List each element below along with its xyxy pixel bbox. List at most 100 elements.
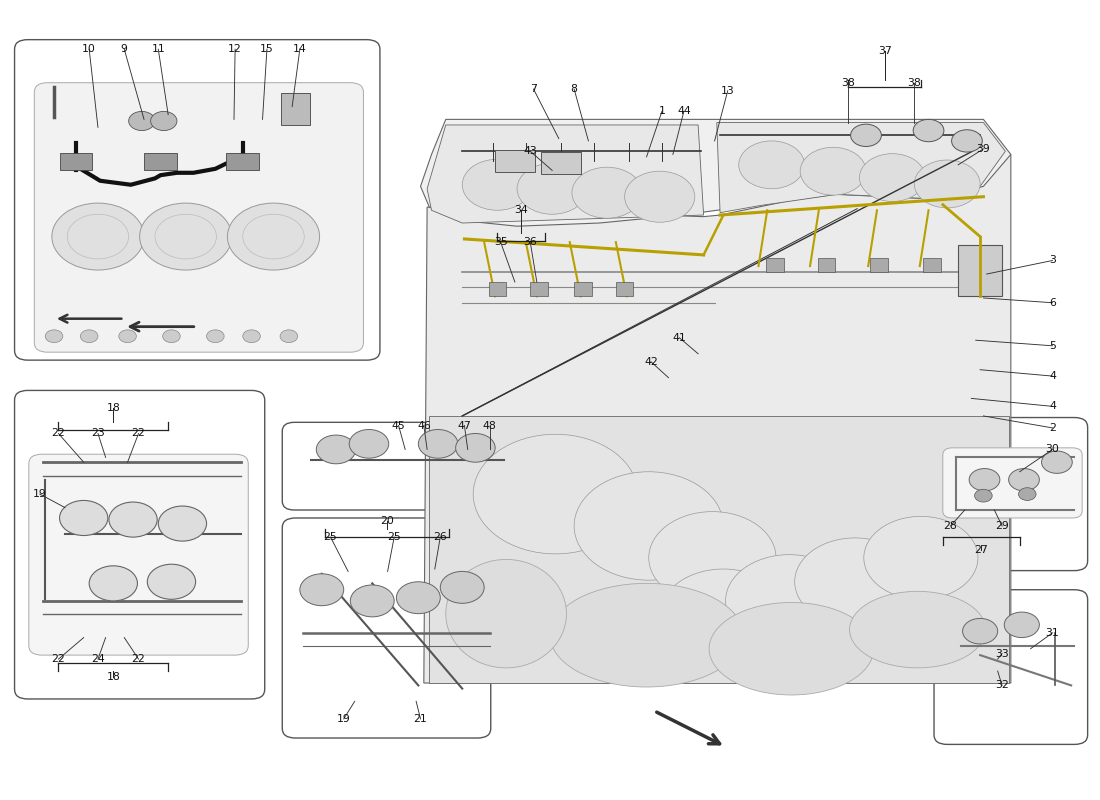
Text: 34: 34 — [514, 206, 528, 215]
Text: 23: 23 — [91, 429, 104, 438]
Text: 19: 19 — [33, 489, 46, 499]
Circle shape — [975, 490, 992, 502]
Text: 13: 13 — [720, 86, 735, 96]
Text: 9: 9 — [121, 44, 128, 54]
Text: 36: 36 — [524, 237, 537, 247]
Circle shape — [572, 167, 642, 218]
Circle shape — [243, 330, 261, 342]
Circle shape — [574, 472, 724, 580]
Circle shape — [140, 203, 232, 270]
Text: 43: 43 — [524, 146, 537, 156]
Circle shape — [151, 111, 177, 130]
Circle shape — [859, 154, 925, 202]
Polygon shape — [717, 122, 1005, 213]
Circle shape — [473, 434, 638, 554]
Circle shape — [59, 501, 108, 535]
Circle shape — [52, 203, 144, 270]
Text: 7: 7 — [530, 84, 537, 94]
Bar — [282, 93, 310, 125]
Text: 8: 8 — [571, 84, 578, 94]
Bar — [144, 153, 177, 170]
Text: 1: 1 — [659, 106, 666, 117]
Ellipse shape — [550, 583, 744, 687]
Text: 4: 4 — [1049, 371, 1056, 381]
Circle shape — [794, 538, 915, 626]
Circle shape — [800, 147, 866, 195]
Text: 22: 22 — [132, 429, 145, 438]
Text: 4: 4 — [1049, 402, 1056, 411]
Text: 18: 18 — [107, 403, 120, 413]
Text: 25: 25 — [323, 532, 338, 542]
FancyBboxPatch shape — [34, 82, 363, 352]
Circle shape — [962, 618, 998, 644]
Circle shape — [649, 512, 776, 604]
Text: 24: 24 — [91, 654, 104, 664]
Bar — [767, 258, 783, 273]
Bar — [59, 153, 92, 170]
Bar — [958, 245, 1002, 296]
Circle shape — [228, 203, 320, 270]
Circle shape — [89, 566, 138, 601]
Text: 32: 32 — [996, 681, 1009, 690]
Text: 30: 30 — [1046, 445, 1059, 454]
FancyBboxPatch shape — [934, 590, 1088, 744]
FancyBboxPatch shape — [283, 422, 506, 510]
Text: 19: 19 — [337, 714, 351, 724]
Text: 31: 31 — [1046, 628, 1059, 638]
Bar — [616, 282, 634, 296]
Bar — [227, 153, 260, 170]
Text: 22: 22 — [52, 654, 65, 664]
Ellipse shape — [710, 602, 873, 695]
Circle shape — [1004, 612, 1040, 638]
Circle shape — [45, 330, 63, 342]
Polygon shape — [427, 125, 704, 223]
FancyBboxPatch shape — [14, 40, 379, 360]
Circle shape — [207, 330, 224, 342]
Bar — [541, 152, 581, 174]
Text: 85: 85 — [761, 446, 811, 481]
Text: 27: 27 — [975, 545, 988, 555]
Circle shape — [80, 330, 98, 342]
Text: 21: 21 — [414, 714, 428, 724]
Circle shape — [418, 430, 458, 458]
FancyBboxPatch shape — [934, 418, 1088, 570]
Polygon shape — [429, 416, 1009, 683]
Text: 18: 18 — [107, 673, 120, 682]
Text: 12: 12 — [228, 44, 242, 54]
Circle shape — [969, 469, 1000, 491]
Circle shape — [517, 163, 587, 214]
Text: a alcion parts: a alcion parts — [506, 449, 693, 543]
Text: 37: 37 — [878, 46, 891, 56]
Text: 26: 26 — [433, 532, 448, 542]
Circle shape — [158, 506, 207, 541]
Circle shape — [462, 159, 532, 210]
Text: 38: 38 — [908, 78, 921, 88]
Circle shape — [1042, 451, 1072, 474]
FancyBboxPatch shape — [14, 390, 265, 699]
Circle shape — [119, 330, 136, 342]
Circle shape — [914, 160, 980, 208]
Circle shape — [350, 585, 394, 617]
Circle shape — [109, 502, 157, 537]
Text: 39: 39 — [977, 144, 990, 154]
Text: 5: 5 — [1049, 341, 1056, 350]
Circle shape — [300, 574, 343, 606]
Bar — [870, 258, 888, 273]
Text: 45: 45 — [392, 421, 406, 430]
Text: 42: 42 — [645, 357, 658, 366]
Circle shape — [349, 430, 388, 458]
FancyBboxPatch shape — [943, 448, 1082, 518]
Text: 48: 48 — [483, 421, 496, 430]
Circle shape — [850, 124, 881, 146]
Text: 44: 44 — [676, 106, 691, 117]
Text: 47: 47 — [458, 421, 471, 430]
Text: 41: 41 — [672, 333, 686, 343]
Circle shape — [129, 111, 155, 130]
Text: 38: 38 — [842, 78, 856, 88]
Circle shape — [952, 130, 982, 152]
Ellipse shape — [446, 559, 566, 668]
Polygon shape — [420, 119, 1011, 226]
Text: 11: 11 — [152, 44, 165, 54]
Bar — [495, 150, 535, 172]
Circle shape — [864, 516, 978, 599]
